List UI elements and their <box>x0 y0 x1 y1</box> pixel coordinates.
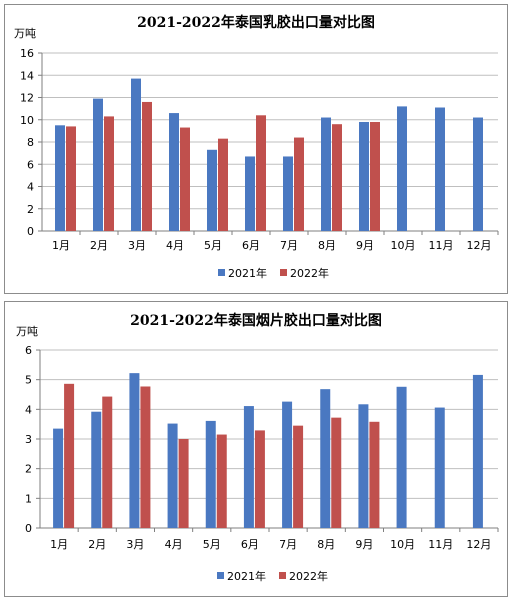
bar-2022-5 <box>218 138 228 231</box>
legend-label: 2022年 <box>290 266 329 280</box>
bar-2021-2 <box>93 98 103 231</box>
bar-2022-9 <box>369 421 380 528</box>
legend-label: 2021年 <box>227 569 266 583</box>
x-tick-label: 11月 <box>429 239 454 252</box>
chart-title: 2021-2022年泰国乳胶出口量对比图 <box>137 14 375 31</box>
bar-2021-7 <box>282 401 293 528</box>
x-tick-label: 1月 <box>52 239 70 252</box>
bar-2021-4 <box>169 113 179 231</box>
bar-2021-9 <box>358 404 369 528</box>
bar-2021-6 <box>245 156 255 231</box>
bar-2021-8 <box>320 389 331 528</box>
y-tick-label: 5 <box>25 374 32 387</box>
y-tick-label: 14 <box>20 69 34 82</box>
legend-swatch <box>279 572 286 579</box>
y-tick-label: 4 <box>27 181 34 194</box>
bar-2021-7 <box>283 156 293 231</box>
x-tick-label: 8月 <box>317 538 335 551</box>
x-tick-label: 9月 <box>355 538 373 551</box>
y-tick-label: 6 <box>25 344 32 357</box>
bar-2022-4 <box>180 127 190 231</box>
bar-2021-1 <box>55 125 65 231</box>
x-tick-label: 3月 <box>126 538 144 551</box>
x-tick-label: 1月 <box>50 538 68 551</box>
legend-label: 2022年 <box>289 569 328 583</box>
x-tick-label: 12月 <box>466 538 491 551</box>
bar-2022-7 <box>293 425 304 528</box>
y-tick-label: 2 <box>27 203 34 216</box>
chart-panel-smoked-sheet: 2021-2022年泰国烟片胶出口量对比图万吨 0 1 2 3 4 5 6 1月 2月 3月 4月 5月… <box>4 301 508 597</box>
bar-2021-3 <box>131 78 141 232</box>
bar-2021-6 <box>243 406 254 528</box>
bar-2021-12 <box>472 374 483 528</box>
bar-2022-1 <box>64 383 75 528</box>
y-tick-label: 0 <box>27 225 34 238</box>
x-tick-label: 11月 <box>428 538 453 551</box>
x-tick-label: 10月 <box>390 538 415 551</box>
y-tick-label: 6 <box>27 158 34 171</box>
bar-2021-9 <box>359 121 369 231</box>
y-tick-label: 10 <box>20 114 34 127</box>
x-tick-label: 7月 <box>279 538 297 551</box>
bar-2021-10 <box>396 386 407 528</box>
bar-2022-7 <box>294 137 304 231</box>
y-tick-label: 12 <box>20 92 34 105</box>
legend-swatch <box>218 269 225 276</box>
bar-2021-11 <box>434 407 445 528</box>
legend-swatch <box>280 269 287 276</box>
bar-2022-9 <box>370 121 380 231</box>
bar-2022-3 <box>140 386 151 528</box>
bar-2022-2 <box>104 116 114 231</box>
chart-panel-latex: 2021-2022年泰国乳胶出口量对比图万吨 0 2 4 6 8 10 12 14 16 1月 2月 3… <box>4 4 508 294</box>
y-axis-unit-label: 万吨 <box>14 27 36 40</box>
x-tick-label: 6月 <box>241 538 259 551</box>
bar-2022-8 <box>332 124 342 231</box>
x-tick-label: 10月 <box>391 239 416 252</box>
bar-2021-4 <box>167 423 178 528</box>
bar-2022-8 <box>331 417 342 528</box>
bar-2022-6 <box>254 430 265 528</box>
bar-2021-3 <box>129 373 140 528</box>
x-tick-label: 12月 <box>467 239 492 252</box>
bar-2022-1 <box>66 126 76 231</box>
x-tick-label: 7月 <box>280 239 298 252</box>
y-axis-unit-label: 万吨 <box>16 325 38 338</box>
x-tick-label: 4月 <box>166 239 184 252</box>
y-tick-label: 4 <box>25 403 32 416</box>
bar-2021-12 <box>473 117 483 231</box>
bar-2021-11 <box>435 107 445 231</box>
bar-2022-5 <box>216 434 227 528</box>
x-tick-label: 9月 <box>356 239 374 252</box>
x-tick-label: 2月 <box>88 538 106 551</box>
bar-2021-2 <box>91 411 102 528</box>
bar-2022-3 <box>142 101 152 231</box>
y-tick-label: 0 <box>25 522 32 535</box>
legend-swatch <box>217 572 224 579</box>
y-tick-label: 3 <box>25 433 32 446</box>
y-tick-label: 2 <box>25 463 32 476</box>
bar-2021-10 <box>397 106 407 231</box>
bar-2021-5 <box>207 149 217 231</box>
legend-label: 2021年 <box>228 266 267 280</box>
y-tick-label: 1 <box>25 492 32 505</box>
chart-title: 2021-2022年泰国烟片胶出口量对比图 <box>130 312 382 329</box>
bar-2021-8 <box>321 117 331 231</box>
x-tick-label: 3月 <box>128 239 146 252</box>
x-tick-label: 4月 <box>165 538 183 551</box>
y-tick-label: 16 <box>20 47 34 60</box>
bar-2021-5 <box>205 420 216 528</box>
x-tick-label: 5月 <box>204 239 222 252</box>
y-tick-label: 8 <box>27 136 34 149</box>
x-tick-label: 8月 <box>318 239 336 252</box>
x-tick-label: 6月 <box>242 239 260 252</box>
bar-2021-1 <box>53 428 64 528</box>
bar-2022-2 <box>102 396 113 528</box>
x-tick-label: 5月 <box>203 538 221 551</box>
bar-2022-4 <box>178 439 189 528</box>
x-tick-label: 2月 <box>90 239 108 252</box>
bar-2022-6 <box>256 115 266 231</box>
